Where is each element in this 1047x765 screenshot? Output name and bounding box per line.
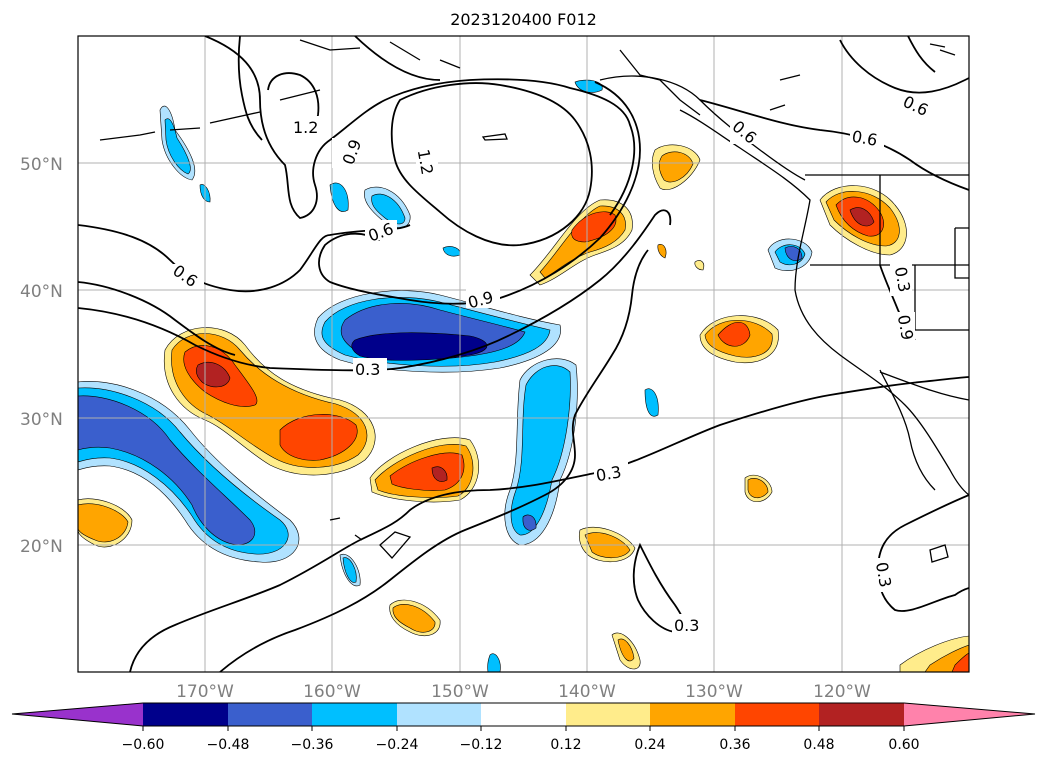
colorbar-segment: [566, 703, 650, 726]
colorbar-tick: 0.24: [634, 737, 665, 753]
lon-label-130w: 130°W: [685, 682, 743, 702]
lon-label-150w: 150°W: [431, 682, 489, 702]
contour-lines: [78, 36, 969, 672]
contour-label: 0.3: [594, 462, 622, 485]
colorbar-tick: −0.48: [207, 737, 250, 753]
contour-label: 0.3: [872, 560, 895, 588]
contour-labels: 1.2 0.9 1.2 0.6 0.6 0.9 0.3 0.3 0.3 0.3 …: [169, 92, 935, 635]
lon-label-170w: 170°W: [176, 682, 234, 702]
colorbar-segment: [143, 703, 228, 726]
colorbar-segment: [650, 703, 735, 726]
colorbar-tick: 0.36: [719, 737, 750, 753]
colorbar-extend-min: [12, 703, 143, 726]
colorbar-tick: −0.12: [460, 737, 503, 753]
lon-label-140w: 140°W: [558, 682, 616, 702]
colorbar-tick: 0.12: [550, 737, 581, 753]
contour-label: 0.9: [894, 313, 917, 341]
colorbar-segment: [481, 703, 566, 726]
contour-label: 1.2: [414, 148, 437, 176]
colorbar-segment: [397, 703, 481, 726]
colorbar-tick: −0.60: [122, 737, 165, 753]
colorbar-tick: 0.48: [803, 737, 834, 753]
coastlines: [99, 39, 969, 563]
lat-label-20n: 20°N: [20, 537, 63, 557]
colorbar-segment: [228, 703, 312, 726]
colorbar-segment: [735, 703, 819, 726]
longitude-labels: 170°W 160°W 150°W 140°W 130°W 120°W: [176, 682, 871, 702]
lat-label-50n: 50°N: [20, 155, 63, 175]
map-panel: 1.2 0.9 1.2 0.6 0.6 0.9 0.3 0.3 0.3 0.3 …: [78, 36, 969, 672]
colorbar-tick: 0.60: [888, 737, 919, 753]
lon-label-160w: 160°W: [303, 682, 361, 702]
lon-label-120w: 120°W: [813, 682, 871, 702]
lat-label-30n: 30°N: [20, 410, 63, 430]
contour-label: 0.3: [355, 360, 380, 379]
colorbar-segment: [312, 703, 397, 726]
colorbar: −0.60 −0.48 −0.36 −0.24 −0.12 0.12 0.24 …: [11, 702, 1036, 753]
map-title: 2023120400 F012: [450, 10, 597, 29]
anomaly-fill: [78, 79, 969, 672]
colorbar-tick: −0.36: [291, 737, 334, 753]
contour-label: 1.2: [293, 118, 318, 137]
lat-label-40n: 40°N: [20, 282, 63, 302]
contour-label: 0.6: [850, 127, 878, 150]
contour-label: 0.3: [891, 265, 914, 293]
colorbar-tick: −0.24: [376, 737, 419, 753]
map-frame: [77, 35, 970, 673]
latitude-labels: 50°N 40°N 30°N 20°N: [20, 155, 63, 557]
colorbar-extend-max: [904, 703, 1035, 726]
colorbar-segment: [819, 703, 904, 726]
contour-label: 0.3: [674, 616, 699, 635]
